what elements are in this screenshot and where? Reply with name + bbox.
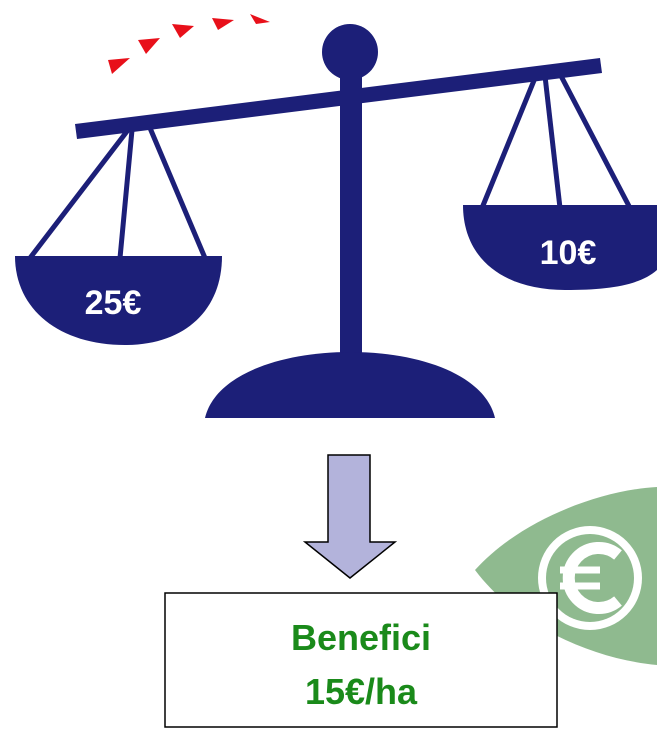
right-pan-label: 10€	[540, 234, 597, 272]
red-arrows	[108, 14, 270, 74]
down-arrow	[302, 454, 398, 579]
result-box	[164, 592, 558, 728]
euro-icon	[475, 487, 657, 665]
scale	[15, 24, 657, 418]
result-label: Benefici	[291, 617, 431, 658]
left-pan-label: 25€	[85, 284, 142, 322]
result-value: 15€/ha	[305, 671, 418, 712]
